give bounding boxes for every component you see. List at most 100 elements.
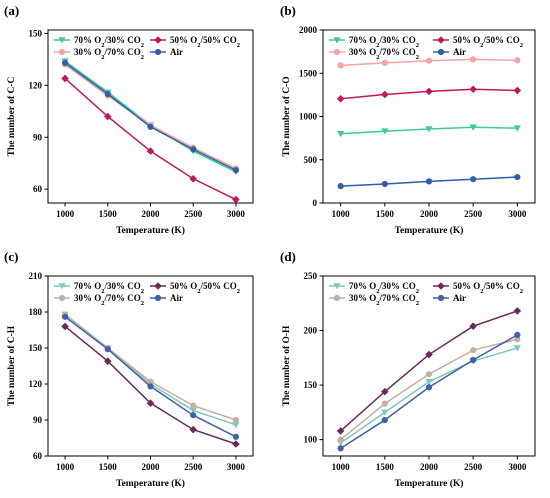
legend-marker (437, 48, 445, 56)
panel-label: (b) (280, 3, 296, 18)
x-tick-label: 1500 (99, 209, 118, 219)
x-axis-title: Temperature (K) (116, 225, 185, 236)
data-point (425, 126, 433, 133)
legend-label: 30% O2/70% CO2 (74, 47, 144, 61)
x-axis-title: Temperature (K) (116, 478, 185, 489)
data-point (425, 57, 433, 64)
legend-marker (437, 36, 445, 44)
y-tick-label: 90 (33, 132, 43, 142)
legend-label: 70% O2/30% CO2 (349, 281, 419, 295)
legend-marker (333, 294, 341, 302)
legend-label: 30% O2/70% CO2 (349, 47, 419, 61)
x-tick-label: 2500 (184, 209, 203, 219)
data-point (381, 409, 389, 416)
panel-1: (a) 1000 1500 2000 2500 3000 60 90 120 150 Tempera… (4, 3, 254, 236)
data-point (189, 425, 198, 434)
y-tick-label: 60 (33, 184, 43, 194)
data-point (513, 86, 522, 95)
y-tick-label: 90 (33, 415, 43, 425)
series-line-2 (64, 77, 237, 201)
x-tick-label: 1500 (376, 209, 395, 219)
x-tick-label: 1000 (56, 209, 75, 219)
data-point (513, 307, 522, 315)
data-point (61, 74, 69, 83)
series-line-1 (64, 313, 237, 426)
data-point (514, 57, 521, 64)
x-tick-label: 2000 (142, 209, 161, 219)
legend: 70% O2/30% CO2 50% O2/50% CO2 30% O2/70% C… (329, 281, 523, 307)
y-tick-label: 2000 (299, 25, 318, 35)
data-point (189, 174, 198, 183)
data-point (189, 407, 197, 414)
x-axis-title: Temperature (K) (395, 225, 464, 236)
data-point (337, 183, 344, 190)
legend-label: 50% O2/50% CO2 (453, 281, 523, 295)
data-point (513, 125, 521, 132)
y-tick-label: 60 (33, 451, 43, 461)
data-point (470, 56, 477, 63)
data-point (104, 346, 111, 353)
data-point (513, 345, 521, 352)
data-point (469, 322, 477, 330)
data-point (425, 178, 433, 185)
series-line-1 (340, 347, 518, 444)
data-point (337, 436, 344, 443)
y-tick-label: 210 (29, 271, 43, 281)
data-point (337, 62, 344, 69)
x-tick-label: 3000 (227, 209, 246, 219)
x-tick-label: 2500 (184, 462, 203, 472)
legend: 70% O2/30% CO2 50% O2/50% CO2 30% O2/70% C… (329, 35, 523, 61)
data-point (514, 331, 521, 339)
y-tick-label: 1000 (299, 112, 318, 122)
legend-label: 70% O2/30% CO2 (74, 281, 144, 295)
x-tick-label: 2000 (142, 462, 161, 472)
data-point (147, 383, 154, 390)
data-point (232, 440, 240, 448)
y-tick-label: 150 (29, 343, 43, 353)
data-point (514, 336, 521, 343)
legend-label: 30% O2/70% CO2 (74, 293, 144, 307)
data-point (190, 146, 197, 153)
data-point (146, 147, 155, 155)
panel-label: (a) (4, 3, 19, 18)
data-point (470, 176, 477, 183)
y-tick-label: 180 (29, 307, 43, 317)
y-axis-title: The number of C-O (282, 76, 292, 156)
legend-marker (333, 283, 341, 290)
legend-marker (154, 36, 162, 44)
legend-label: Air (170, 47, 183, 57)
data-point (381, 416, 388, 424)
y-tick-label: 1500 (299, 68, 318, 78)
data-point (232, 195, 240, 204)
data-point (103, 112, 112, 121)
data-point (425, 87, 433, 96)
y-tick-label: 100 (304, 435, 318, 445)
legend-label: 30% O2/70% CO2 (349, 293, 419, 307)
data-point (232, 167, 240, 174)
y-tick-label: 250 (304, 271, 318, 281)
data-point (190, 412, 197, 419)
y-tick-label: 150 (29, 28, 43, 38)
data-point (381, 387, 389, 396)
x-tick-label: 3000 (508, 462, 527, 472)
x-tick-label: 2000 (420, 209, 439, 219)
panel-3: (c) 1000 1500 2000 2500 3000 60 90 120 150 180 210 T… (4, 249, 254, 489)
legend-label: 50% O2/50% CO2 (170, 281, 240, 295)
data-point (470, 356, 477, 364)
y-axis-title: The number of C-C (7, 76, 17, 156)
x-tick-label: 3000 (227, 462, 246, 472)
legend-marker (154, 294, 162, 302)
x-tick-label: 2500 (464, 209, 483, 219)
x-tick-label: 1000 (332, 462, 351, 472)
y-tick-label: 120 (29, 80, 43, 90)
legend-marker (58, 283, 66, 290)
x-tick-label: 2000 (420, 462, 439, 472)
y-axis-title: The number of O-H (282, 325, 292, 406)
data-point (147, 123, 154, 130)
panel-label: (c) (4, 249, 18, 264)
legend-marker (333, 48, 341, 56)
data-point (147, 378, 154, 385)
data-point (190, 402, 197, 409)
